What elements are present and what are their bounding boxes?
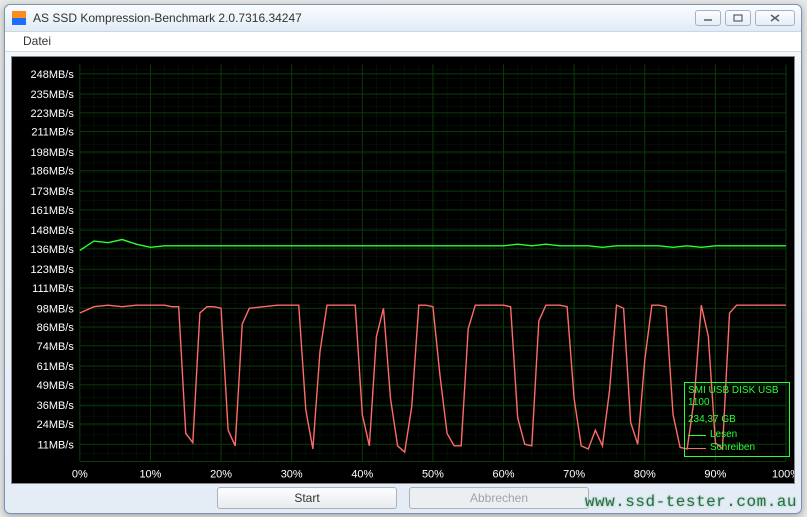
- svg-text:10%: 10%: [139, 469, 161, 481]
- legend-swatch-write: [688, 448, 706, 449]
- svg-text:40%: 40%: [351, 469, 373, 481]
- legend-row-write: Schreiben: [688, 442, 786, 455]
- svg-text:136MB/s: 136MB/s: [31, 244, 75, 256]
- benchmark-chart: 11MB/s 24MB/s 36MB/s 49MB/s 61MB/s 74MB/s 86MB…: [12, 57, 794, 483]
- benchmark-window: AS SSD Kompression-Benchmark 2.0.7316.34…: [4, 4, 802, 514]
- start-button[interactable]: Start: [217, 487, 397, 509]
- legend-box: SMI USB DISK USB 1100 234,37 GB Lesen Sc…: [684, 382, 790, 458]
- maximize-button[interactable]: [725, 10, 751, 26]
- svg-text:186MB/s: 186MB/s: [31, 166, 75, 178]
- svg-text:223MB/s: 223MB/s: [31, 108, 75, 120]
- svg-text:198MB/s: 198MB/s: [31, 147, 75, 159]
- svg-text:74MB/s: 74MB/s: [37, 341, 75, 353]
- window-title: AS SSD Kompression-Benchmark 2.0.7316.34…: [33, 11, 695, 25]
- legend-device-line2: 1100: [688, 397, 786, 410]
- svg-text:50%: 50%: [422, 469, 444, 481]
- legend-device-line1: SMI USB DISK USB: [688, 385, 786, 398]
- svg-text:123MB/s: 123MB/s: [31, 265, 75, 277]
- svg-text:235MB/s: 235MB/s: [31, 90, 75, 102]
- window-buttons: [695, 10, 795, 26]
- svg-text:148MB/s: 148MB/s: [31, 226, 75, 238]
- svg-text:100%: 100%: [772, 469, 794, 481]
- svg-text:248MB/s: 248MB/s: [31, 69, 75, 81]
- button-row: Start Abbrechen: [5, 486, 801, 513]
- svg-text:70%: 70%: [563, 469, 585, 481]
- svg-text:30%: 30%: [281, 469, 303, 481]
- legend-label-write: Schreiben: [710, 442, 755, 455]
- svg-text:173MB/s: 173MB/s: [31, 186, 75, 198]
- legend-capacity: 234,37 GB: [688, 414, 786, 427]
- svg-text:61MB/s: 61MB/s: [37, 362, 75, 374]
- svg-text:36MB/s: 36MB/s: [37, 401, 75, 413]
- cancel-button: Abbrechen: [409, 487, 589, 509]
- svg-text:11MB/s: 11MB/s: [37, 440, 74, 452]
- svg-text:98MB/s: 98MB/s: [37, 304, 75, 316]
- titlebar[interactable]: AS SSD Kompression-Benchmark 2.0.7316.34…: [5, 5, 801, 32]
- legend-row-read: Lesen: [688, 429, 786, 442]
- svg-text:211MB/s: 211MB/s: [31, 127, 74, 139]
- svg-text:111MB/s: 111MB/s: [32, 283, 74, 295]
- menu-item-datei[interactable]: Datei: [15, 32, 59, 50]
- svg-text:20%: 20%: [210, 469, 232, 481]
- svg-text:80%: 80%: [634, 469, 656, 481]
- svg-text:0%: 0%: [72, 469, 88, 481]
- minimize-button[interactable]: [695, 10, 721, 26]
- svg-text:86MB/s: 86MB/s: [37, 322, 75, 334]
- svg-text:161MB/s: 161MB/s: [31, 205, 75, 217]
- close-button[interactable]: [755, 10, 795, 26]
- legend-swatch-read: [688, 435, 706, 436]
- svg-text:24MB/s: 24MB/s: [37, 419, 75, 431]
- svg-text:60%: 60%: [493, 469, 515, 481]
- menubar: Datei: [5, 32, 801, 53]
- chart-area: 11MB/s 24MB/s 36MB/s 49MB/s 61MB/s 74MB/s 86MB…: [11, 56, 795, 484]
- svg-text:49MB/s: 49MB/s: [37, 380, 75, 392]
- app-icon: [11, 10, 27, 26]
- legend-label-read: Lesen: [710, 429, 737, 442]
- svg-text:90%: 90%: [704, 469, 726, 481]
